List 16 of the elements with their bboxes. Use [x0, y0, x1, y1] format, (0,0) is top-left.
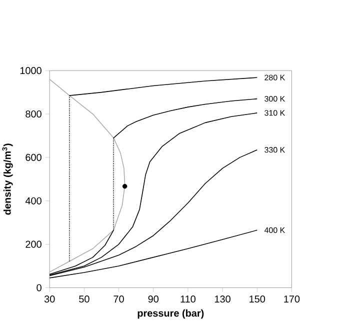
- x-tick-label: 30: [44, 296, 55, 303]
- x-tick-label: 90: [148, 296, 159, 303]
- x-tick-label: 130: [214, 296, 230, 303]
- x-tick-label: 110: [180, 296, 196, 303]
- x-tick-label: 50: [79, 296, 90, 303]
- x-tick-label: 70: [114, 296, 124, 303]
- y-tick-label: 0: [36, 284, 42, 292]
- x-tick-label: 170: [284, 296, 300, 303]
- x-axis-title: pressure (bar): [138, 309, 204, 319]
- y-tick-label: 400: [25, 197, 42, 204]
- y-tick-label: 200: [26, 240, 42, 248]
- y-tick-label: 800: [26, 110, 42, 118]
- y-tick-label: 1000: [20, 67, 42, 74]
- y-axis-title: density (kg/m$^{3}$): [2, 144, 13, 215]
- x-tick-label: 150: [250, 296, 266, 303]
- y-tick-label: 600: [26, 154, 42, 162]
